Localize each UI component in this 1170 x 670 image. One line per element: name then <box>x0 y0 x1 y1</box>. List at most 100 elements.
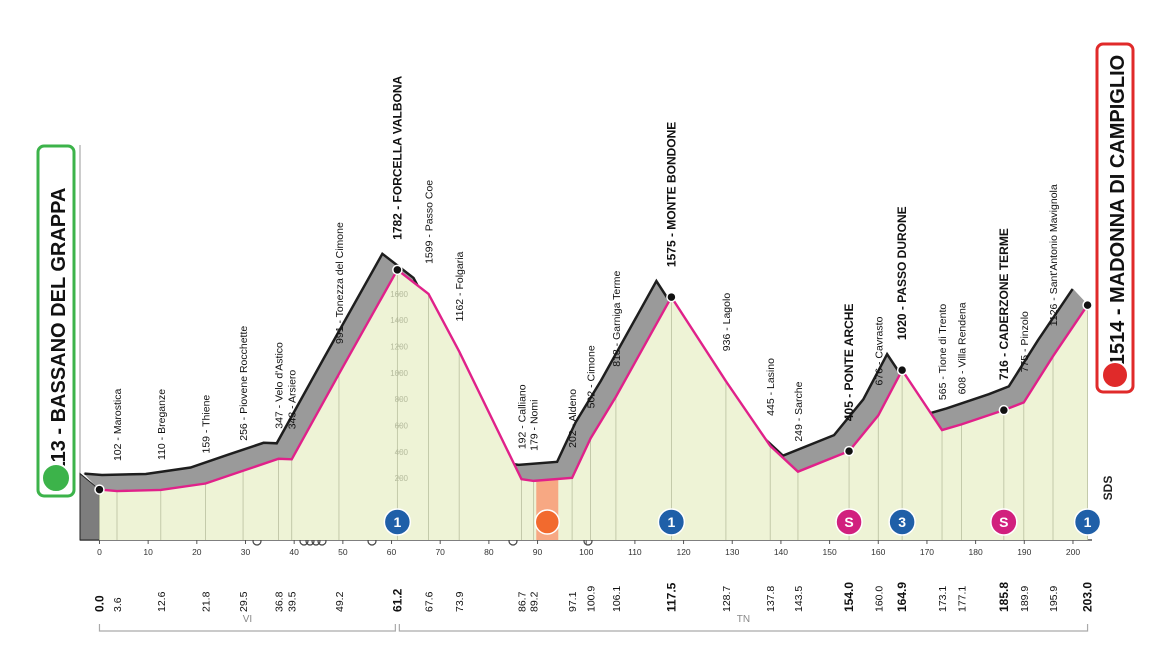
y-tick-label: 600 <box>395 421 409 430</box>
km-label: 195.9 <box>1048 586 1060 612</box>
waypoint-dot <box>896 364 908 376</box>
km-label: 164.9 <box>895 582 909 612</box>
region-bracket <box>98 624 396 632</box>
y-tick-label: 1600 <box>390 290 408 299</box>
place-label: 249 - Sarche <box>793 381 805 441</box>
place-label: 1162 - Folgaria <box>454 251 466 321</box>
place-label: 1126 - Sant'Antonio Mavignola <box>1048 184 1060 326</box>
finish-box <box>1095 42 1135 394</box>
start-icon <box>41 463 71 493</box>
start-label: 113 - BASSANO DEL GRAPPA <box>48 188 70 473</box>
profile-area <box>99 269 1088 540</box>
x-tick-label: 150 <box>822 547 836 557</box>
waypoint-dot <box>666 291 677 303</box>
place-label: 445 - Lasino <box>765 358 777 416</box>
x-tick-label: 160 <box>871 547 885 557</box>
km-label: 12.6 <box>156 591 168 612</box>
feed-icon <box>534 509 561 535</box>
place-label: 775 - Pinzolo <box>1019 311 1031 372</box>
place-label: 991 - Tonezza del Cimone <box>334 222 346 344</box>
x-tick-label: 100 <box>579 547 593 557</box>
finish-icon <box>1101 361 1129 389</box>
y-tick-label: 1200 <box>390 342 408 351</box>
km-label: 67.6 <box>424 591 436 612</box>
y-tick-label: 200 <box>395 474 409 483</box>
km-label: 143.5 <box>793 586 805 612</box>
x-tick-label: 80 <box>484 547 494 557</box>
km-label: 203.0 <box>1081 582 1095 612</box>
waypoint-dot <box>843 445 855 457</box>
km-label: 0.0 <box>92 595 106 612</box>
place-label: 936 - Lagolo <box>721 293 733 352</box>
km-label: 89.2 <box>529 591 541 612</box>
y-tick-label: 400 <box>395 448 409 457</box>
x-tick-label: 110 <box>628 547 642 557</box>
place-label: 1020 - PASSO DURONE <box>895 206 909 340</box>
profile-ridge <box>84 251 1074 477</box>
place-label: 1575 - MONTE BONDONE <box>664 122 678 267</box>
sprint-marker <box>835 508 863 536</box>
climb-marker <box>888 508 916 536</box>
km-label: 106.1 <box>611 586 623 612</box>
place-label: 343 - Arsiero <box>287 370 299 430</box>
start-box <box>36 144 76 498</box>
region-label: TN <box>737 614 750 625</box>
km-label: 173.1 <box>937 586 949 612</box>
km-label: 154.0 <box>842 582 856 612</box>
km-label: 3.6 <box>112 597 124 612</box>
climb-marker-label: 1 <box>1084 514 1092 530</box>
x-tick-label: 60 <box>387 547 397 557</box>
x-tick-label: 0 <box>97 547 102 557</box>
km-label: 160.0 <box>873 586 885 612</box>
x-tick-label: 30 <box>241 547 251 557</box>
x-tick-label: 40 <box>289 547 299 557</box>
km-label: 177.1 <box>956 586 968 612</box>
km-label: 128.7 <box>721 586 733 612</box>
km-label: 189.9 <box>1019 586 1031 612</box>
climb-marker <box>1073 508 1102 536</box>
km-label: 29.5 <box>238 591 250 612</box>
km-label: 36.8 <box>274 591 286 612</box>
place-label: 818 - Garniga Terme <box>611 270 623 366</box>
place-label: 102 - Marostica <box>112 388 124 461</box>
km-label: 73.9 <box>454 591 466 612</box>
credit: SDS <box>1101 476 1115 501</box>
waypoint-dot <box>94 484 105 495</box>
place-label: 347 - Velo d'Astico <box>274 342 286 429</box>
place-label: 1782 - FORCELLA VALBONA <box>390 75 404 239</box>
place-label: 676 - Cavrasto <box>873 316 885 385</box>
x-tick-label: 140 <box>774 547 788 557</box>
km-label: 97.1 <box>567 591 579 612</box>
place-label: 608 - Villa Rendena <box>956 302 968 394</box>
x-tick-label: 120 <box>676 547 690 557</box>
waypoint-dot <box>998 404 1010 416</box>
waypoint-dot <box>392 264 403 276</box>
place-label: 202 - Aldeno <box>567 389 579 448</box>
y-tick-label: 1000 <box>390 369 408 378</box>
finish-label: 1514 - MADONNA DI CAMPIGLIO <box>1107 55 1129 365</box>
y-tick-label: 1400 <box>390 316 408 325</box>
x-tick-label: 50 <box>338 547 348 557</box>
sprint-marker <box>990 508 1018 536</box>
km-label: 86.7 <box>516 591 528 612</box>
place-label: 192 - Calliano <box>516 384 528 449</box>
climb-marker-label: 1 <box>393 514 401 530</box>
place-label: 159 - Thiene <box>201 395 213 454</box>
y-tick-label: 800 <box>395 395 409 404</box>
region-bracket <box>398 624 1089 632</box>
km-label: 61.2 <box>390 588 404 612</box>
x-tick-label: 70 <box>435 547 445 557</box>
place-label: 716 - CADERZONE TERME <box>997 228 1011 380</box>
x-tick-label: 190 <box>1017 547 1031 557</box>
x-tick-label: 130 <box>725 547 739 557</box>
climb-marker-label: 1 <box>667 514 675 530</box>
climb-marker <box>383 508 412 536</box>
region-label: VI <box>243 614 252 625</box>
sprint-marker-label: S <box>999 514 1008 530</box>
km-label: 100.9 <box>586 586 598 612</box>
x-tick-label: 20 <box>192 547 202 557</box>
waypoint-dot <box>1082 299 1093 311</box>
x-tick-label: 10 <box>143 547 153 557</box>
x-tick-label: 200 <box>1066 547 1080 557</box>
